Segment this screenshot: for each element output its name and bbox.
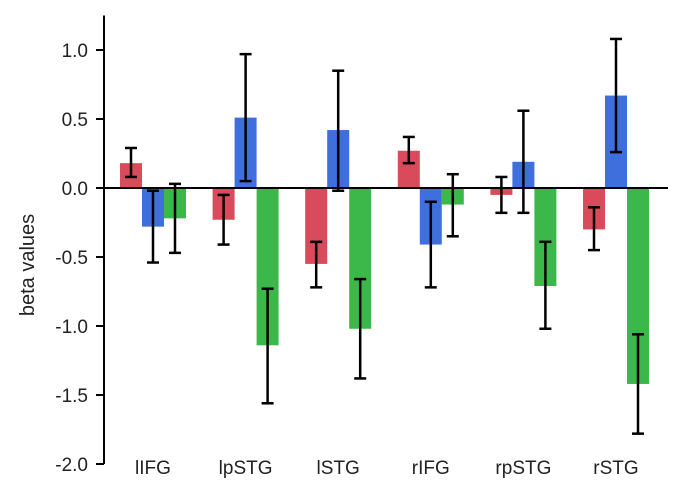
y-axis-title: beta values (17, 214, 39, 316)
bar (305, 188, 328, 264)
y-tick-label: 1.0 (62, 41, 88, 62)
category-label: rSTG (593, 458, 638, 479)
bar (397, 150, 420, 188)
category-label: lSTG (317, 458, 360, 479)
category-label: rpSTG (495, 458, 551, 479)
y-tick-label: 0.5 (62, 110, 88, 131)
y-tick-label: -1.0 (55, 317, 88, 338)
category-labels: lIFG lpSTG lSTG rIFG rpSTG rSTG (135, 458, 639, 479)
category-label: lIFG (135, 458, 171, 479)
bars (120, 95, 649, 384)
bar (256, 188, 279, 346)
error-bars (125, 37, 644, 435)
bar (534, 188, 557, 286)
y-tick-label: -0.5 (55, 248, 88, 269)
bar (349, 188, 372, 329)
y-tick-label: 0.0 (62, 179, 88, 200)
y-tick-label: -2.0 (55, 455, 88, 476)
y-axis: 1.0 0.5 0.0 -0.5 -1.0 -1.5 -2.0 (55, 15, 105, 476)
category-label: lpSTG (219, 458, 273, 479)
category-label: rIFG (412, 458, 450, 479)
y-tick-label: -1.5 (55, 386, 88, 407)
